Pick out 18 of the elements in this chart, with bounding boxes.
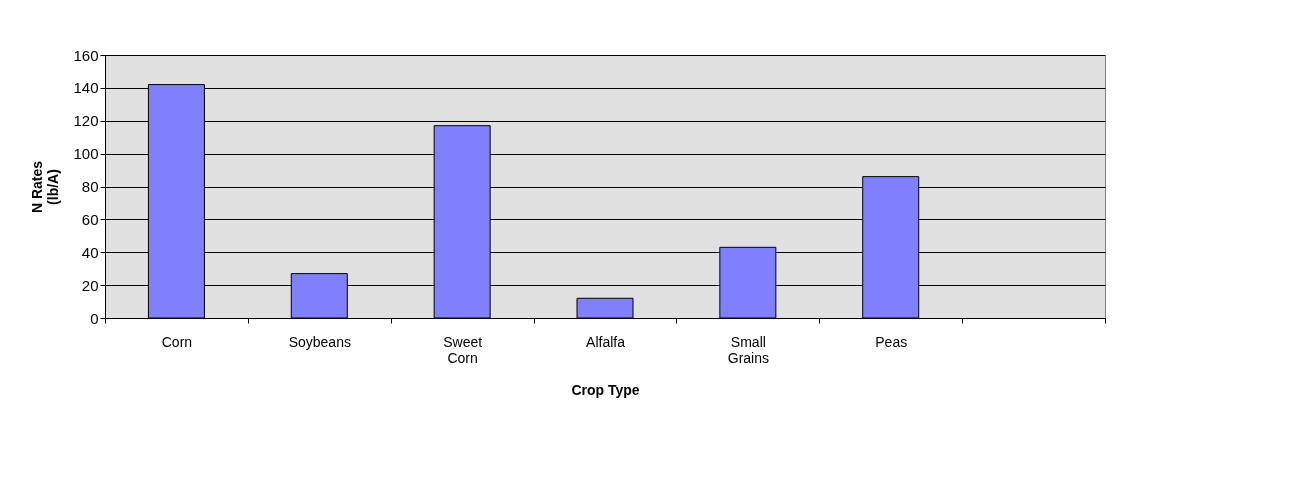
x-tick-label: Corn [161,333,193,350]
y-tick-label: 160 [73,46,99,64]
y-tick-label: 80 [81,178,99,195]
x-tick-label: Sweet Corn [443,333,483,366]
x-tick-label: Alfalfa [586,333,626,350]
x-tick-label: Peas [875,333,908,350]
y-tick-label: 140 [73,79,99,97]
bar [576,297,634,319]
y-tick-label: 20 [81,276,99,294]
y-tick-label: 0 [90,309,99,327]
x-tick-label: Small Grains [727,333,769,366]
x-axis-title: Crop Type [571,381,640,398]
x-tick-label: Soybeans [288,333,351,350]
y-tick-label: 100 [73,145,99,163]
y-tick-label: 60 [81,210,99,228]
y-axis-title: N Rates (lb/A) [29,160,62,214]
y-tick-label: 40 [81,243,99,261]
y-tick-label: 120 [73,112,99,130]
